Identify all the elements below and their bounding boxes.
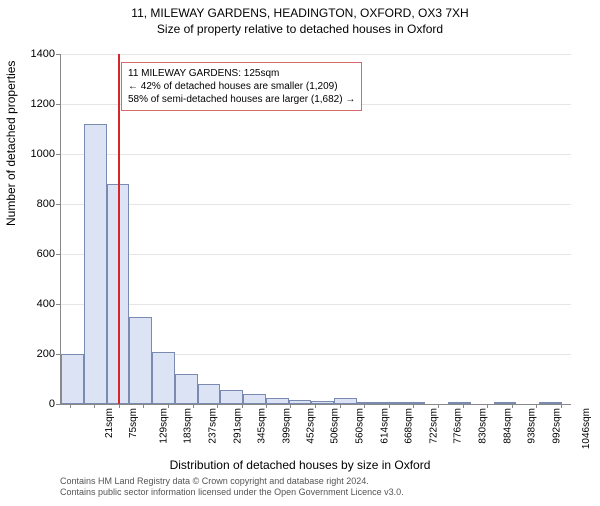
histogram-bar [266,398,289,404]
x-tick-label: 668sqm [404,408,415,444]
x-tick-mark [561,404,562,408]
x-tick-mark [217,404,218,408]
annotation-line: 11 MILEWAY GARDENS: 125sqm [128,67,355,80]
x-tick-mark [512,404,513,408]
annotation-line: 58% of semi-detached houses are larger (… [128,93,355,106]
y-tick-mark [56,304,60,305]
y-tick-mark [56,254,60,255]
y-tick-mark [56,404,60,405]
gridline [61,254,571,255]
x-tick-label: 237sqm [207,408,218,444]
x-tick-mark [364,404,365,408]
x-tick-mark [70,404,71,408]
y-tick-label: 1400 [15,48,55,60]
x-tick-label: 722sqm [428,408,439,444]
page-title: 11, MILEWAY GARDENS, HEADINGTON, OXFORD,… [0,6,600,20]
y-tick-label: 0 [15,398,55,410]
x-tick-label: 183sqm [183,408,194,444]
y-tick-label: 200 [15,348,55,360]
y-tick-label: 400 [15,298,55,310]
histogram-bar [448,402,471,404]
x-tick-label: 830sqm [478,408,489,444]
x-tick-label: 560sqm [355,408,366,444]
x-tick-mark [413,404,414,408]
histogram-bar [380,402,403,405]
x-tick-label: 614sqm [379,408,390,444]
x-tick-label: 452sqm [305,408,316,444]
x-tick-mark [168,404,169,408]
histogram-bar [198,384,221,404]
x-tick-mark [389,404,390,408]
x-tick-label: 75sqm [128,408,139,438]
x-tick-mark [487,404,488,408]
x-tick-mark [242,404,243,408]
y-tick-mark [56,154,60,155]
y-tick-mark [56,204,60,205]
x-axis-label: Distribution of detached houses by size … [0,458,600,472]
x-tick-mark [463,404,464,408]
x-tick-label: 884sqm [502,408,513,444]
histogram-bar [61,354,84,404]
x-tick-mark [193,404,194,408]
x-tick-mark [340,404,341,408]
x-tick-mark [438,404,439,408]
x-tick-label: 506sqm [330,408,341,444]
histogram-bar [152,352,175,405]
gridline [61,304,571,305]
histogram-plot: 11 MILEWAY GARDENS: 125sqm← 42% of detac… [60,54,571,405]
x-tick-label: 776sqm [453,408,464,444]
x-tick-mark [315,404,316,408]
y-tick-mark [56,54,60,55]
page-subtitle: Size of property relative to detached ho… [0,22,600,36]
histogram-bar [243,394,266,404]
x-tick-mark [143,404,144,408]
attribution-footer: Contains HM Land Registry data © Crown c… [60,476,404,498]
x-tick-mark [266,404,267,408]
y-tick-label: 800 [15,198,55,210]
x-tick-label: 938sqm [527,408,538,444]
x-tick-label: 345sqm [257,408,268,444]
x-tick-label: 291sqm [232,408,243,444]
annotation-box: 11 MILEWAY GARDENS: 125sqm← 42% of detac… [121,62,362,111]
y-tick-label: 1200 [15,98,55,110]
y-tick-label: 1000 [15,148,55,160]
x-tick-label: 992sqm [551,408,562,444]
y-tick-label: 600 [15,248,55,260]
x-tick-mark [536,404,537,408]
gridline [61,54,571,55]
histogram-bar [220,390,243,404]
gridline [61,154,571,155]
footer-line: Contains HM Land Registry data © Crown c… [60,476,404,487]
y-tick-mark [56,354,60,355]
histogram-bar [334,398,357,404]
histogram-bar [129,317,152,405]
x-tick-label: 21sqm [104,408,115,438]
histogram-bar [357,402,380,404]
histogram-bar [494,402,517,404]
gridline [61,204,571,205]
x-tick-mark [94,404,95,408]
histogram-bar [539,402,562,404]
footer-line: Contains public sector information licen… [60,487,404,498]
x-tick-mark [290,404,291,408]
histogram-bar [84,124,107,404]
x-tick-label: 399sqm [281,408,292,444]
x-tick-label: 129sqm [158,408,169,444]
y-tick-mark [56,104,60,105]
histogram-bar [175,374,198,404]
x-tick-label: 1046sqm [581,408,592,449]
annotation-line: ← 42% of detached houses are smaller (1,… [128,80,355,93]
x-tick-mark [119,404,120,408]
reference-line [118,54,120,404]
histogram-bar [289,400,312,405]
